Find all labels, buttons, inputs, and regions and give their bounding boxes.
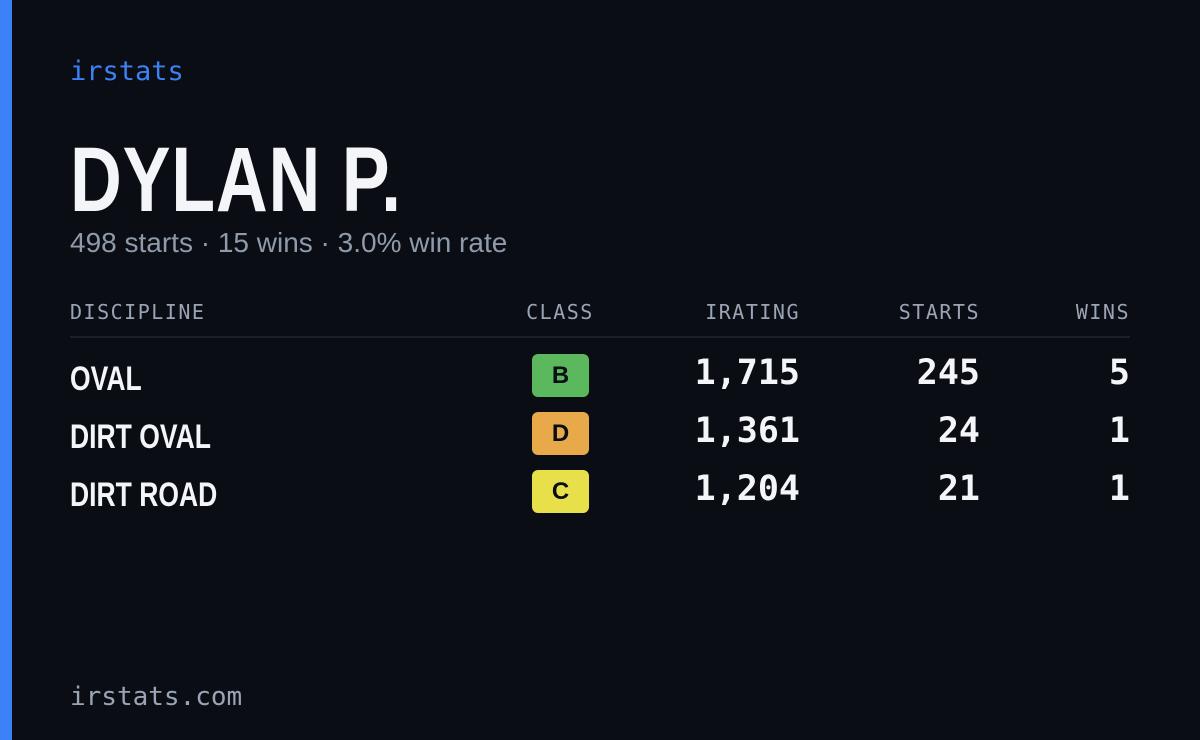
wins: 1	[1108, 469, 1130, 509]
discipline: OVAL	[70, 360, 142, 398]
discipline: DIRT ROAD	[70, 476, 218, 514]
discipline: DIRT OVAL	[70, 418, 211, 456]
starts: 21	[937, 469, 980, 509]
class-badge: C	[532, 470, 589, 513]
wins: 1	[1108, 411, 1130, 451]
starts: 24	[937, 411, 980, 451]
column-header: IRATING	[705, 300, 800, 324]
driver-name: DYLAN P.	[70, 129, 402, 231]
summary: 498 starts · 15 wins · 3.0% win rate	[70, 227, 508, 258]
header-rule	[70, 336, 1130, 338]
column-header: STARTS	[898, 300, 980, 324]
starts: 245	[916, 353, 980, 393]
column-header: WINS	[1075, 300, 1130, 324]
irating: 1,204	[694, 469, 800, 509]
column-header: CLASS	[526, 300, 594, 324]
irating: 1,715	[694, 353, 800, 393]
column-header: DISCIPLINE	[70, 300, 206, 324]
irating: 1,361	[694, 411, 800, 451]
accent-bar	[0, 0, 12, 740]
footer: irstats.com	[70, 682, 243, 712]
wins: 5	[1108, 353, 1130, 393]
class-badge: B	[532, 354, 589, 397]
brand: irstats	[70, 56, 184, 87]
class-badge: D	[532, 412, 589, 455]
